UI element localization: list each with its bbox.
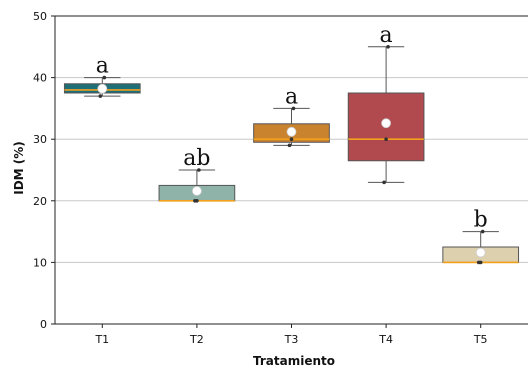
data-point (98, 94, 103, 98)
mean-marker (97, 83, 108, 94)
data-point (382, 180, 386, 185)
data-point (289, 137, 294, 141)
data-point (102, 75, 107, 80)
mean-marker (475, 247, 486, 258)
mean-marker (191, 186, 202, 196)
box-t1 (63, 75, 141, 98)
data-point (197, 168, 201, 172)
significance-label-t2: ab (183, 146, 210, 171)
significance-label-t3: a (285, 84, 298, 109)
y-tick-label: 30 (33, 133, 47, 146)
box-t3 (253, 106, 330, 148)
data-point (287, 143, 292, 148)
y-tick-label: 0 (40, 318, 47, 331)
data-point (386, 45, 390, 49)
box-series (63, 45, 520, 265)
data-point (195, 199, 199, 203)
y-axis-title: IDM (%) (12, 141, 26, 195)
x-tick-label: T1 (94, 333, 109, 346)
data-point (291, 106, 296, 111)
x-tick-label: T2 (189, 333, 204, 346)
x-tick-label: T3 (284, 333, 299, 346)
mean-marker (381, 118, 392, 129)
mean-marker (286, 126, 297, 137)
significance-label-t4: a (380, 23, 393, 48)
x-axis-title: Tratamiento (253, 354, 335, 368)
y-tick-label: 40 (33, 72, 47, 85)
y-tick-label: 50 (33, 10, 47, 23)
y-tick-label: 20 (33, 195, 47, 208)
box-t5 (442, 229, 520, 265)
box-t2 (158, 168, 236, 203)
data-point (480, 229, 485, 234)
box-t4 (347, 45, 425, 185)
x-tick-label: T5 (473, 333, 488, 346)
significance-label-t1: a (96, 54, 109, 79)
significance-label-t5: b (474, 208, 488, 233)
axes: 0 10 20 30 40 50 T1 T2 T3 T4 T5 (33, 10, 528, 346)
data-point (478, 260, 483, 265)
y-tick-label: 10 (33, 256, 47, 269)
data-point (384, 137, 388, 141)
x-tick-label: T4 (378, 333, 393, 346)
